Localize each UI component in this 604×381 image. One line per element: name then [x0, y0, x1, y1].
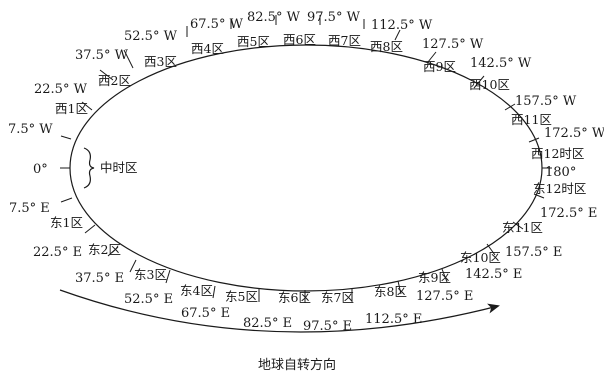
east-boundary-tick: [533, 193, 545, 199]
east-zone-label: 东2区: [88, 242, 121, 257]
west-zone-label: 西9区: [423, 59, 456, 74]
east-boundary-tick: [441, 268, 448, 283]
west-zone-label: 西11区: [511, 112, 552, 127]
west-boundary-tick: [473, 75, 485, 89]
west-meridian-label: 22.5° W: [34, 82, 88, 97]
east-boundary-tick: [397, 280, 402, 295]
east-meridian-label: 22.5° E: [33, 245, 82, 260]
east-zone-label: 东3区: [134, 267, 167, 282]
east-meridian-label: 82.5° E: [243, 316, 292, 331]
east-meridian-label: 127.5° E: [416, 289, 473, 304]
west-meridian-label: 142.5° W: [470, 56, 532, 71]
east-boundary-tick: [486, 243, 496, 256]
east-boundary-tick: [212, 285, 216, 299]
west-boundary-tick: [427, 51, 437, 63]
east-meridian-label: 7.5° E: [9, 201, 50, 216]
central-zone-label: 中时区: [100, 160, 138, 175]
east-meridian-label: 157.5° E: [505, 245, 562, 260]
west-zone-label: 西7区: [328, 33, 361, 48]
west-boundary-tick: [81, 101, 93, 111]
west-zone-label: 西1区: [55, 101, 88, 116]
east-boundary-tick: [129, 259, 137, 273]
west-zone-label: 西12时区: [531, 146, 584, 161]
west-meridian-label: 67.5° W: [190, 17, 244, 32]
east-zone-label: 东5区: [225, 289, 258, 304]
east-meridian-label: 142.5° E: [465, 267, 522, 282]
date-line-label: 180°: [545, 165, 576, 180]
east-meridian-label: 52.5° E: [124, 292, 173, 307]
east-zone-label: 东12时区: [533, 181, 586, 196]
west-meridian-label: 7.5° W: [8, 122, 53, 137]
west-boundary-tick: [99, 69, 114, 81]
west-boundary-tick: [60, 135, 72, 140]
east-boundary-tick: [512, 221, 524, 230]
west-boundary-tick: [528, 137, 540, 143]
west-zone-label: 西10区: [469, 77, 510, 92]
central-zone-brace: [83, 147, 95, 189]
east-zone-label: 东11区: [502, 220, 543, 235]
east-zone-label: 东4区: [180, 283, 213, 298]
east-zone-label: 东8区: [374, 284, 407, 299]
rotation-arrow: [59, 289, 500, 333]
east-zones-group: 7.5° E 22.5° E 37.5° E52.5° E 67.5° E 82.5° …: [9, 181, 597, 334]
east-meridian-label: 112.5° E: [365, 312, 422, 327]
east-boundary-tick: [60, 197, 73, 203]
east-zone-label: 东1区: [50, 215, 83, 230]
west-boundary-tick: [394, 29, 401, 41]
east-zone-label: 东7区: [321, 290, 354, 305]
east-zone-label: 东10区: [460, 250, 501, 265]
east-boundary-tick: [165, 269, 171, 284]
rotation-direction-caption: 地球自转方向: [258, 357, 336, 373]
west-zone-label: 西6区: [283, 32, 316, 47]
east-zone-label: 东6区: [278, 290, 311, 305]
west-boundary-tick: [123, 49, 134, 69]
west-zone-label: 西2区: [98, 73, 131, 88]
west-zone-label: 西8区: [370, 39, 403, 54]
east-zone-label: 东9区: [418, 270, 451, 285]
west-meridian-label: 82.5° W: [247, 10, 301, 25]
west-zone-label: 西5区: [237, 34, 270, 49]
east-boundary-tick: [107, 246, 119, 257]
west-zone-label: 西4区: [191, 41, 224, 56]
east-boundary-tick: [84, 224, 96, 234]
west-zones-group: 7.5° W 22.5° W 37.5° W 52.5° W 67.5° W 82.5° …: [8, 10, 604, 161]
west-boundary-tick: [504, 103, 516, 111]
west-meridian-label: 97.5° W: [307, 10, 361, 25]
west-meridian-label: 52.5° W: [124, 29, 178, 44]
east-meridian-label: 172.5° E: [540, 206, 597, 221]
east-meridian-label: 97.5° E: [303, 319, 352, 334]
east-meridian-label: 37.5° E: [75, 271, 124, 286]
west-meridian-label: 172.5° W: [544, 126, 604, 141]
west-meridian-label: 37.5° W: [75, 48, 129, 63]
west-meridian-label: 112.5° W: [371, 18, 433, 33]
west-meridian-label: 127.5° W: [422, 37, 484, 52]
west-zone-label: 西3区: [144, 54, 177, 69]
east-meridian-label: 67.5° E: [181, 306, 230, 321]
prime-meridian-label: 0°: [33, 162, 48, 177]
west-meridian-label: 157.5° W: [515, 94, 577, 109]
